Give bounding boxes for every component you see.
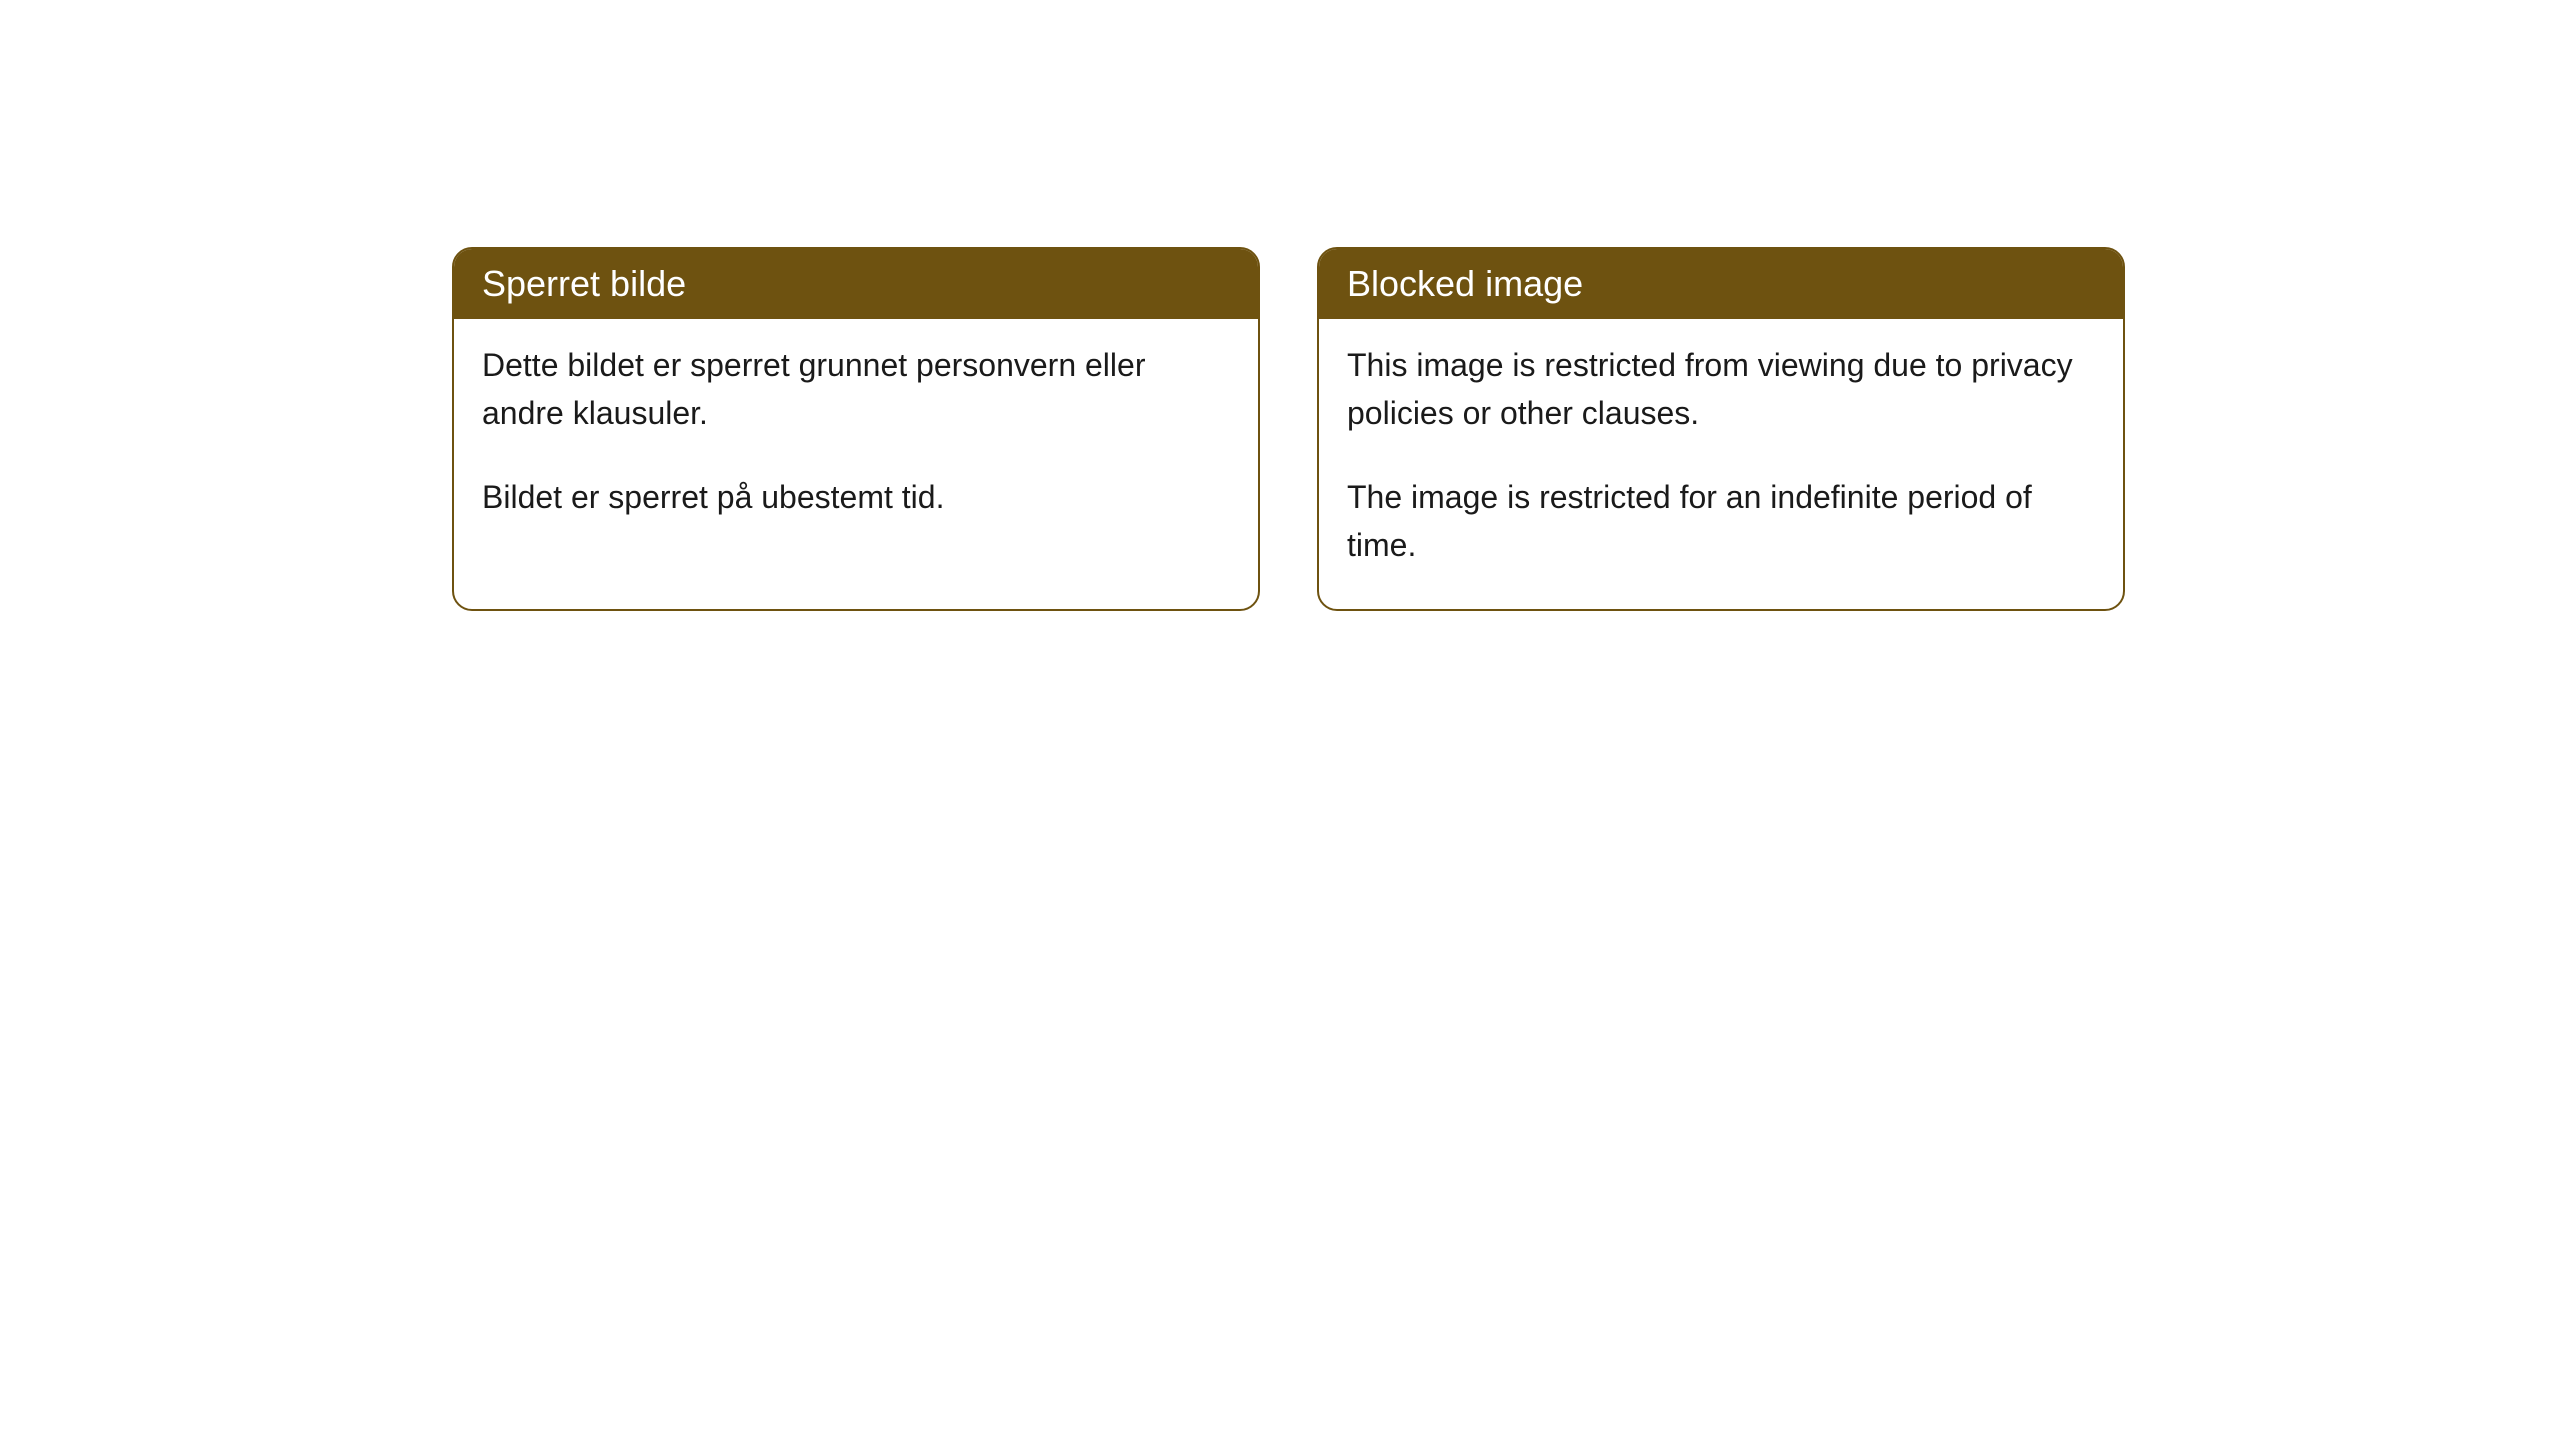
- card-paragraph: Dette bildet er sperret grunnet personve…: [482, 341, 1230, 437]
- card-body: Dette bildet er sperret grunnet personve…: [454, 319, 1258, 561]
- notice-card-english: Blocked image This image is restricted f…: [1317, 247, 2125, 611]
- card-header: Sperret bilde: [454, 249, 1258, 319]
- notice-card-norwegian: Sperret bilde Dette bildet er sperret gr…: [452, 247, 1260, 611]
- card-header: Blocked image: [1319, 249, 2123, 319]
- card-paragraph: The image is restricted for an indefinit…: [1347, 473, 2095, 569]
- card-paragraph: Bildet er sperret på ubestemt tid.: [482, 473, 1230, 521]
- card-body: This image is restricted from viewing du…: [1319, 319, 2123, 609]
- card-paragraph: This image is restricted from viewing du…: [1347, 341, 2095, 437]
- notice-cards-container: Sperret bilde Dette bildet er sperret gr…: [452, 247, 2125, 611]
